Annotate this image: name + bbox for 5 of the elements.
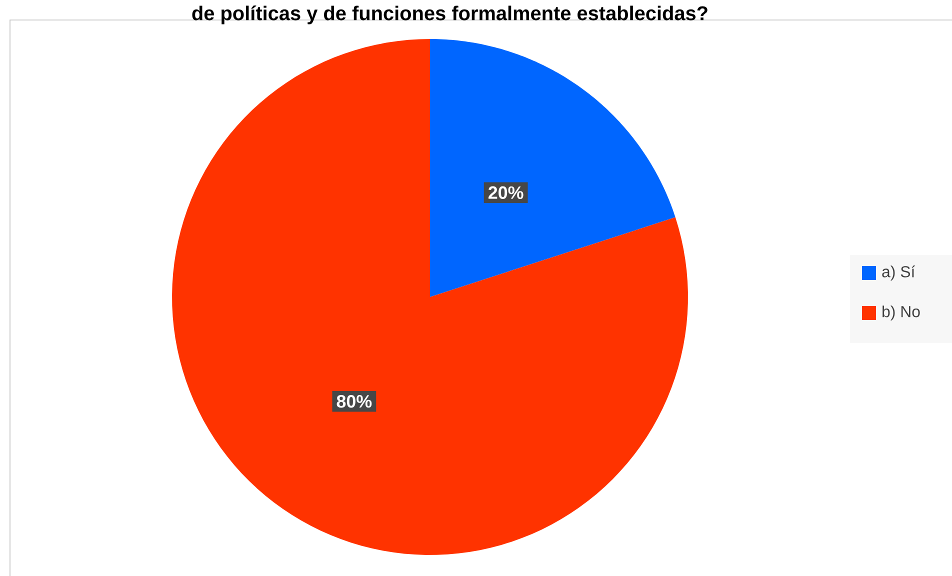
legend-label: a) Sí — [882, 265, 916, 281]
legend-label: b) No — [882, 306, 920, 320]
data-label: 20% — [488, 186, 524, 199]
data-label: 80% — [336, 395, 372, 408]
chart-title: de políticas y de funciones formalmente establecidas? — [192, 6, 708, 24]
